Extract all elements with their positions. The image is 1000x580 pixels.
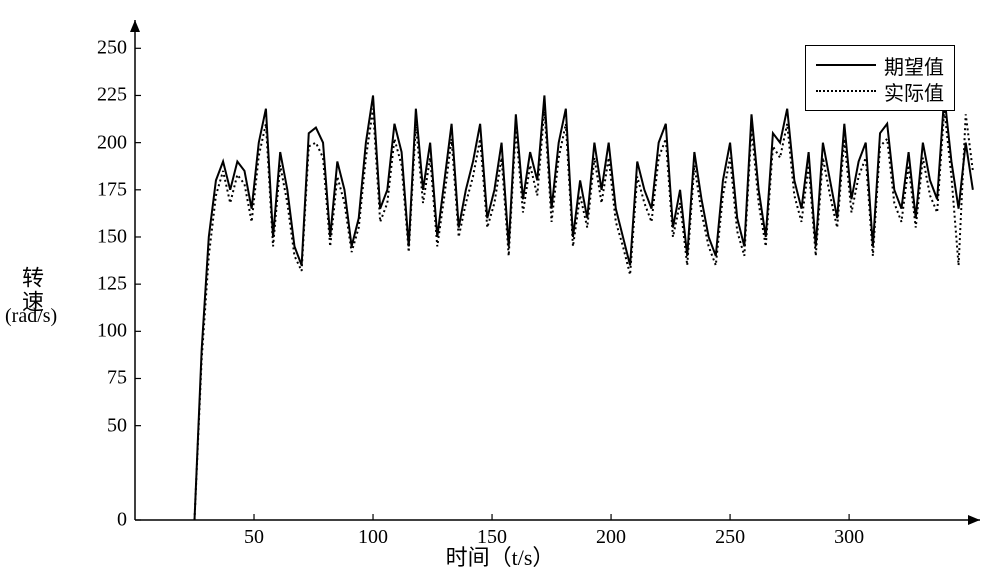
plot-area: 05075100125150175200225250 5010015020025… [135, 20, 980, 520]
y-tick-label: 250 [97, 37, 127, 60]
x-tick-label: 200 [596, 526, 626, 549]
x-tick-label: 150 [477, 526, 507, 549]
y-tick-label: 50 [107, 414, 127, 437]
y-axis-unit: (rad/s) [5, 305, 57, 328]
legend-swatch-dotted [816, 90, 876, 92]
y-tick-label: 225 [97, 84, 127, 107]
legend-label-actual: 实际值 [884, 77, 944, 106]
y-tick-label: 175 [97, 178, 127, 201]
y-tick-label: 0 [117, 509, 127, 532]
y-tick-label: 200 [97, 131, 127, 154]
x-tick-label: 100 [358, 526, 388, 549]
y-tick-label: 75 [107, 367, 127, 390]
legend-label-expected: 期望值 [884, 51, 944, 80]
y-tick-label: 125 [97, 273, 127, 296]
legend-item-actual: 实际值 [816, 78, 944, 104]
legend-swatch-solid [816, 64, 876, 66]
legend-item-expected: 期望值 [816, 52, 944, 78]
y-tick-label: 150 [97, 225, 127, 248]
x-tick-label: 50 [244, 526, 264, 549]
legend: 期望值 实际值 [805, 45, 955, 111]
y-tick-label: 100 [97, 320, 127, 343]
x-tick-label: 250 [715, 526, 745, 549]
x-tick-label: 300 [834, 526, 864, 549]
chart-container: 转速 (rad/s) 时间（t/s） 050751001251501752002… [0, 0, 1000, 580]
